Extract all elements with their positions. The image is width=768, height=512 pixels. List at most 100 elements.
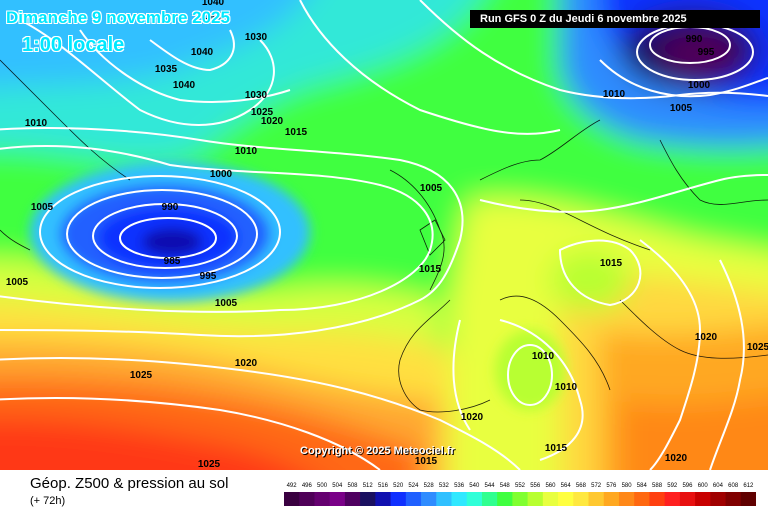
scale-swatch	[527, 492, 544, 506]
isobar-label: 1015	[545, 443, 568, 454]
scale-tick-label: 520	[393, 483, 404, 489]
scale-tick-label: 536	[454, 483, 465, 489]
scale-tick-label: 524	[408, 483, 419, 489]
parameter-title: Géop. Z500 & pression au sol	[30, 475, 229, 492]
scale-tick-label: 580	[622, 483, 633, 489]
isobar-label: 1010	[555, 382, 578, 393]
scale-swatch	[497, 492, 513, 506]
color-scale: 492 496 500 504 508 512 516 520 524 528 532 536 540 5…	[284, 483, 756, 506]
isobar-labels: 1040104510401035104010301030102510201015…	[6, 0, 768, 470]
isobar-label: 995	[698, 47, 715, 58]
scale-tick-label: 496	[302, 483, 313, 489]
isobar-label: 1040	[191, 47, 214, 58]
isobar-label: 990	[162, 202, 179, 213]
scale-tick-label: 492	[287, 483, 298, 489]
scale-swatch	[375, 492, 392, 506]
scale-swatch	[329, 492, 346, 506]
isobar-label: 990	[686, 34, 703, 45]
isobar-label: 1015	[415, 456, 438, 467]
scale-swatch	[421, 492, 437, 506]
copyright-notice: Copyright © 2025 Meteociel.fr	[300, 445, 455, 457]
model-run-info: Run GFS 0 Z du Jeudi 6 novembre 2025	[470, 10, 760, 28]
isobar-label: 1010	[235, 146, 258, 157]
scale-tick-label: 608	[728, 483, 739, 489]
isobar-label: 1010	[603, 89, 626, 100]
scale-swatch	[679, 492, 696, 506]
isobar-label: 1030	[245, 32, 268, 43]
isobar-label: 1020	[261, 116, 284, 127]
isobar-label: 1015	[600, 258, 623, 269]
scale-tick-label: 600	[698, 483, 709, 489]
scale-tick-label: 612	[743, 483, 754, 489]
isobar-label: 1045	[202, 11, 225, 22]
scale-tick-label: 552	[515, 483, 526, 489]
scale-swatch	[603, 492, 620, 506]
isobar-label: 1020	[665, 453, 688, 464]
isobar-label: 1040	[173, 80, 196, 91]
scale-swatch	[466, 492, 483, 506]
isobar-label: 1005	[6, 277, 29, 288]
isobar-label: 1030	[245, 90, 268, 101]
scale-swatch	[649, 492, 666, 506]
isobar-label: 1010	[532, 351, 555, 362]
scale-tick-label: 588	[652, 483, 663, 489]
forecast-date-title: Dimanche 9 novembre 2025	[6, 8, 230, 27]
isobar-label: 1025	[198, 459, 221, 470]
scale-tick-label: 512	[363, 483, 374, 489]
isobar-label: 1015	[285, 127, 308, 138]
scale-tick-label: 560	[545, 483, 556, 489]
scale-tick-label: 604	[713, 483, 724, 489]
scale-swatch	[618, 492, 635, 506]
scale-tick-label: 548	[500, 483, 511, 489]
isobar-label: 1025	[251, 107, 274, 118]
geopotential-fill	[0, 0, 768, 470]
isobar-label: 985	[164, 256, 181, 267]
forecast-local-time: 1:00 locale	[22, 34, 125, 56]
scale-tick-label: 516	[378, 483, 389, 489]
isobar-label: 1005	[670, 103, 693, 114]
isobar-label: 1040	[202, 0, 225, 8]
isobar-label: 1005	[31, 202, 54, 213]
scale-swatch	[558, 492, 574, 506]
isobar-label: 1000	[210, 169, 233, 180]
scale-tick-label: 564	[561, 483, 572, 489]
isobar-label: 1010	[25, 118, 48, 129]
scale-swatch	[360, 492, 376, 506]
isobar-label: 1020	[235, 358, 258, 369]
isobar-label: 1000	[688, 80, 711, 91]
scale-swatch	[299, 492, 315, 506]
scale-swatch	[314, 492, 331, 506]
scale-tick-label: 556	[530, 483, 541, 489]
scale-tick-label: 528	[424, 483, 435, 489]
scale-swatch	[512, 492, 529, 506]
weather-map: 1040 1045 1040 1035 1040 1030 1030 1025 1020 1015…	[0, 0, 768, 470]
scale-swatch	[344, 492, 361, 506]
isobar-label: 1020	[461, 412, 484, 423]
lead-time: (+ 72h)	[30, 495, 66, 507]
isobar-label: 1020	[695, 332, 718, 343]
scale-tick-label: 584	[637, 483, 648, 489]
scale-tick-label: 592	[667, 483, 678, 489]
scale-swatch	[695, 492, 711, 506]
scale-tick-label: 504	[332, 483, 343, 489]
scale-swatch	[284, 492, 300, 506]
scale-swatch	[390, 492, 407, 506]
scale-tick-label: 508	[348, 483, 359, 489]
scale-tick-label: 500	[317, 483, 328, 489]
isobar-label: 1025	[130, 370, 153, 381]
isobar-label: 1015	[419, 264, 442, 275]
isobar-label: 995	[200, 271, 217, 282]
scale-swatch	[588, 492, 605, 506]
isobars	[0, 0, 768, 470]
isobar-label: 1035	[155, 64, 178, 75]
scale-swatch	[634, 492, 650, 506]
scale-swatch	[725, 492, 742, 506]
isobar-label: 1025	[747, 342, 768, 353]
isobar-label: 1005	[215, 298, 238, 309]
scale-swatch	[542, 492, 559, 506]
isobar-label: 1005	[420, 183, 443, 194]
scale-swatch	[710, 492, 727, 506]
scale-tick-label: 596	[682, 483, 693, 489]
scale-tick-label: 576	[606, 483, 617, 489]
scale-swatch	[740, 492, 756, 506]
